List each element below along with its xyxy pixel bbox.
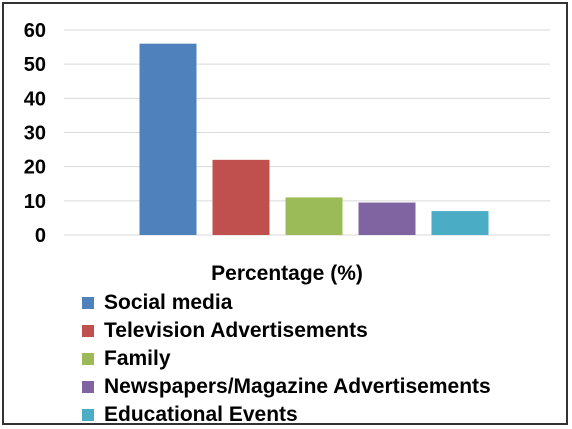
legend-label: Educational Events [104, 403, 298, 426]
chart-frame: 0 10 20 30 40 50 60 Percentage (%) Social medi… [2, 2, 568, 426]
y-axis-ticks: 0 10 20 30 40 50 60 [24, 20, 46, 247]
legend-swatch [82, 381, 94, 393]
y-tick-label: 0 [35, 225, 46, 247]
legend-item: Family [82, 345, 491, 373]
x-axis-label: Percentage (%) [211, 262, 363, 285]
legend-swatch [82, 297, 94, 309]
legend-item: Newspapers/Magazine Advertisements [82, 373, 491, 401]
bar-1 [139, 43, 197, 235]
legend-label: Social media [104, 291, 233, 314]
legend-item: Educational Events [82, 401, 491, 429]
legend-label: Newspapers/Magazine Advertisements [104, 375, 491, 398]
y-tick-label: 60 [24, 20, 46, 42]
bars [139, 43, 489, 235]
legend-label: Family [104, 347, 171, 370]
legend-label: Television Advertisements [104, 319, 368, 342]
y-tick-label: 40 [24, 88, 46, 110]
legend-swatch [82, 409, 94, 421]
bar-5 [431, 211, 489, 235]
legend: Social media Television Advertisements Fam… [82, 289, 491, 429]
y-tick-label: 30 [24, 123, 46, 145]
legend-swatch [82, 353, 94, 365]
y-tick-label: 20 [24, 157, 46, 179]
legend-item: Television Advertisements [82, 317, 491, 345]
y-tick-label: 50 [24, 54, 46, 76]
legend-item: Social media [82, 289, 491, 317]
legend-swatch [82, 325, 94, 337]
y-tick-label: 10 [24, 191, 46, 213]
bar-chart: 0 10 20 30 40 50 60 [24, 20, 550, 247]
bar-2 [212, 159, 270, 235]
bar-4 [358, 202, 416, 235]
bar-3 [285, 197, 343, 235]
